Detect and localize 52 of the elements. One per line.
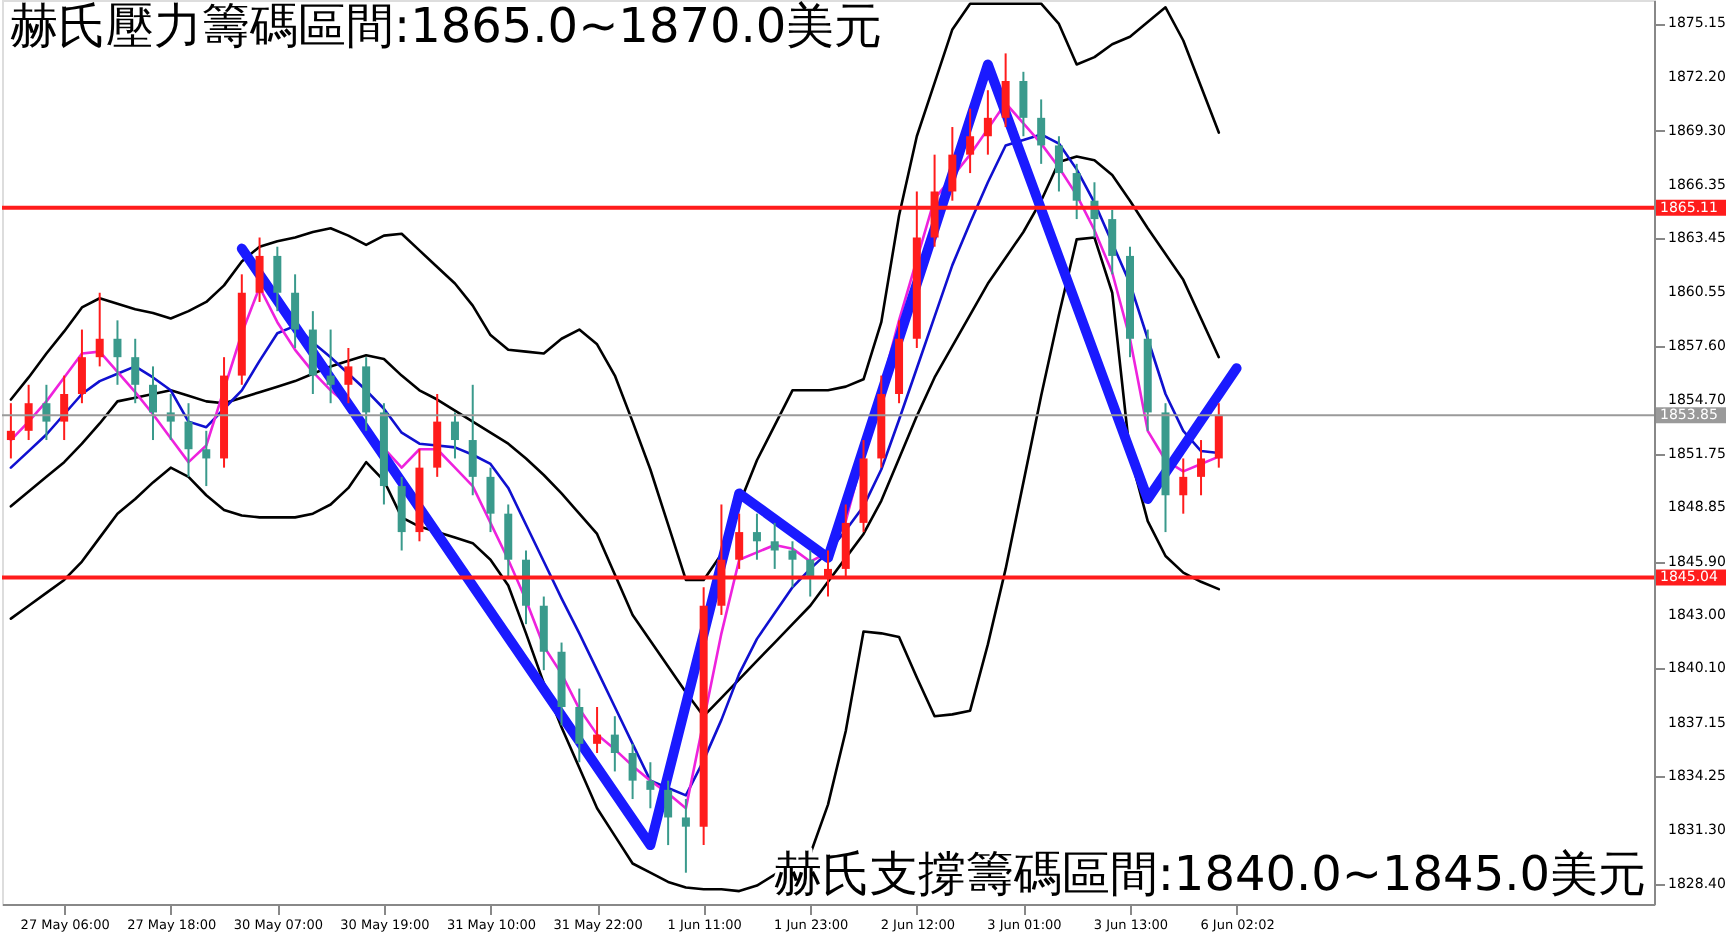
candlestick (433, 393, 442, 478)
line-series (9, 2, 1221, 582)
candlestick (397, 475, 406, 552)
candlestick (60, 374, 69, 442)
candlestick (664, 779, 673, 847)
candlestick (1108, 208, 1117, 276)
candlestick (948, 126, 957, 202)
candlestick (1019, 70, 1028, 138)
candlestick (184, 402, 193, 478)
candlestick (362, 356, 371, 432)
candlestick (1179, 457, 1188, 515)
candlestick (735, 512, 744, 570)
candlestick (610, 715, 619, 773)
candlestick (681, 798, 690, 874)
candlestick (42, 383, 51, 442)
candlestick (6, 402, 15, 460)
candlestick (113, 319, 122, 386)
candlestick (966, 107, 975, 175)
candlestick (450, 411, 459, 460)
candlestick (291, 273, 300, 349)
candlestick (522, 549, 531, 626)
candlestick (646, 761, 655, 810)
candlestick (770, 521, 779, 570)
candlestick (788, 540, 797, 589)
candlestick (95, 291, 104, 368)
candlestick (1197, 439, 1206, 497)
candlestick (1072, 162, 1081, 221)
candlestick (344, 346, 353, 405)
candlestick (1001, 52, 1010, 129)
candlestick (983, 89, 992, 156)
candlestick (575, 687, 584, 764)
chart-title: 赫氏壓力籌碼區間:1865.0~1870.0美元 (10, 0, 883, 54)
candlestick (468, 383, 477, 497)
candlestick (539, 595, 548, 672)
candlestick (148, 365, 157, 442)
candlestick (273, 245, 282, 313)
candlestick (1037, 98, 1046, 165)
candlestick (1214, 402, 1223, 469)
candlestick (504, 503, 513, 580)
candlestick (255, 236, 264, 303)
candlestick (593, 706, 602, 755)
candlestick (752, 512, 761, 561)
candlestick (77, 328, 86, 405)
candlestick (308, 310, 317, 395)
candlestick (131, 337, 140, 405)
candlestick (1054, 135, 1063, 193)
candlestick (24, 383, 33, 442)
candlestick (202, 429, 211, 488)
candlestick (486, 466, 495, 534)
candlestick (326, 328, 335, 405)
annotation: 赫氏支撐籌碼區間:1840.0~1845.0美元 (773, 846, 1646, 902)
candlestick (628, 742, 637, 801)
